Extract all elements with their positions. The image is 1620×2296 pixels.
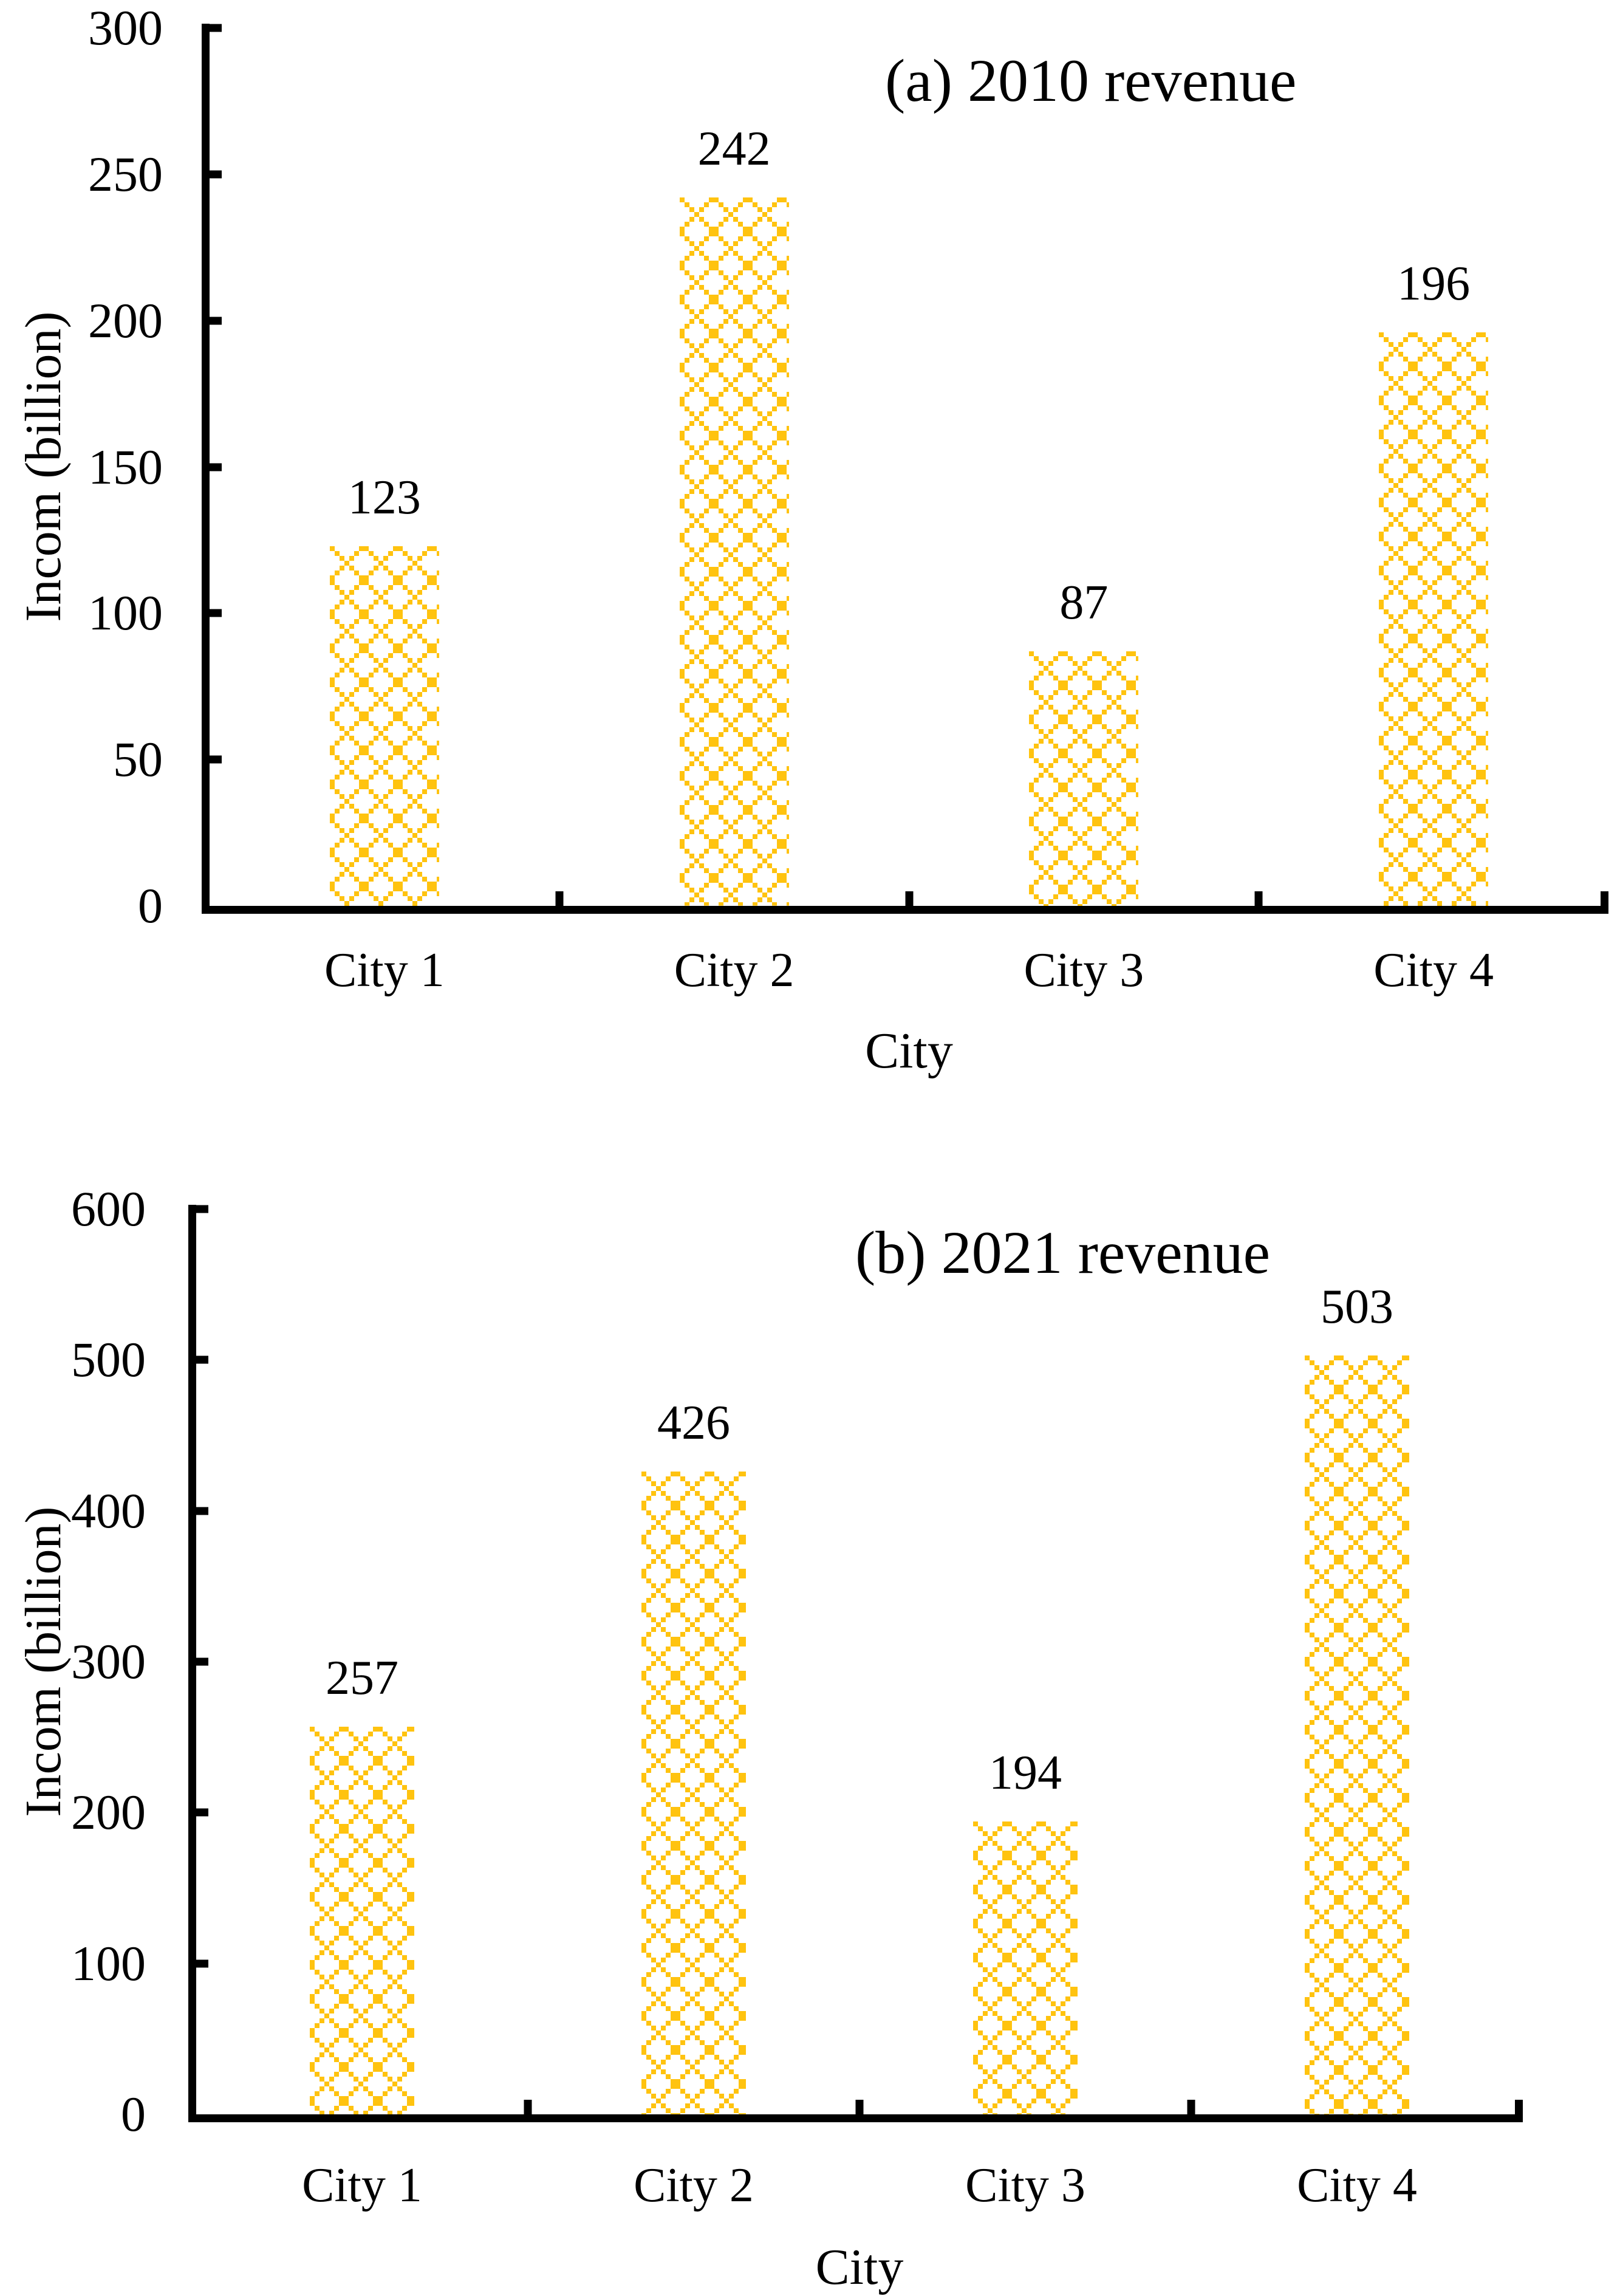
x-axis-tick xyxy=(1187,2100,1195,2114)
y-tick-label: 300 xyxy=(88,0,163,55)
y-tick-label: 600 xyxy=(71,1181,146,1236)
y-tick-labels: 300 250 200 150 100 50 0 xyxy=(0,3,163,931)
bar-value-label: 242 xyxy=(697,122,771,176)
x-axis-tick xyxy=(555,891,564,906)
x-category-label: City 4 xyxy=(1297,2159,1417,2212)
x-axis-line xyxy=(202,891,1608,914)
bar-value-label: 123 xyxy=(347,470,421,524)
y-axis-tick xyxy=(210,755,222,764)
x-axis-tick xyxy=(855,2100,864,2114)
y-axis-tick xyxy=(196,1507,208,1515)
x-category-label: City 2 xyxy=(674,944,795,997)
bar-column-city-2: 242 xyxy=(559,28,909,906)
y-tick-label: 500 xyxy=(71,1332,146,1388)
chart-title: (a) 2010 revenue xyxy=(885,47,1297,114)
y-tick-label: 0 xyxy=(138,878,163,933)
bar-city-4 xyxy=(1379,332,1489,906)
y-tick-label: 250 xyxy=(88,146,163,202)
bar-value-label: 503 xyxy=(1321,1280,1393,1334)
bar-columns: 257 426 194 503 xyxy=(196,1209,1523,2114)
bar-value-label: 196 xyxy=(1397,256,1471,310)
y-axis-line xyxy=(202,24,210,914)
plot-area: 257 426 194 503 xyxy=(196,1205,1523,2114)
y-tick-label: 50 xyxy=(113,732,163,787)
y-tick-label: 400 xyxy=(71,1482,146,1538)
y-tick-label: 100 xyxy=(88,585,163,641)
x-category-label: City 2 xyxy=(634,2159,754,2212)
x-axis-end-tick xyxy=(1601,891,1608,906)
y-axis-tick xyxy=(196,1205,208,1213)
y-tick-label: 300 xyxy=(71,1634,146,1689)
x-category-labels: City 1 City 2 City 3 City 4 xyxy=(210,941,1608,999)
bar-city-4 xyxy=(1305,1355,1409,2114)
bar-column-city-1: 257 xyxy=(196,1209,528,2114)
x-axis-title: City xyxy=(865,1023,953,1079)
x-category-labels: City 1 City 2 City 3 City 4 xyxy=(196,2156,1523,2215)
x-category-label: City 1 xyxy=(324,944,445,997)
y-tick-label: 100 xyxy=(71,1935,146,1991)
y-axis-tick xyxy=(210,170,222,179)
bar-columns: 123 242 87 196 xyxy=(210,28,1608,906)
x-category-label: City 1 xyxy=(302,2159,422,2212)
y-tick-label: 200 xyxy=(88,292,163,348)
bar-value-label: 257 xyxy=(326,1651,398,1705)
x-axis-tick xyxy=(524,2100,532,2114)
bar-column-city-4: 196 xyxy=(1259,28,1608,906)
y-axis-tick xyxy=(210,463,222,471)
x-category-label: City 4 xyxy=(1373,944,1494,997)
bar-city-3 xyxy=(973,1821,1078,2114)
x-axis-line xyxy=(188,2100,1523,2122)
bar-value-label: 194 xyxy=(989,1746,1062,1800)
x-axis-tick xyxy=(905,891,913,906)
bar-city-1 xyxy=(329,546,439,906)
y-tick-label: 150 xyxy=(88,439,163,495)
bar-city-2 xyxy=(679,197,789,906)
x-axis-end-tick xyxy=(1515,2100,1523,2114)
x-axis-title: City xyxy=(815,2239,904,2295)
y-axis-tick xyxy=(196,1355,208,1364)
bar-column-city-3: 87 xyxy=(909,28,1259,906)
x-category-label: City 3 xyxy=(965,2159,1085,2212)
bar-column-city-3: 194 xyxy=(860,1209,1191,2114)
y-axis-tick xyxy=(196,1657,208,1666)
y-tick-labels: 600 500 400 300 200 100 0 xyxy=(0,1184,146,2139)
chart-title: (b) 2021 revenue xyxy=(855,1219,1271,1286)
y-axis-line xyxy=(188,1205,196,2122)
bar-city-3 xyxy=(1029,651,1139,906)
y-axis-tick xyxy=(196,1808,208,1817)
y-axis-tick xyxy=(210,317,222,325)
bar-column-city-4: 503 xyxy=(1191,1209,1523,2114)
bar-city-2 xyxy=(641,1472,746,2114)
x-axis-tick xyxy=(1254,891,1263,906)
bar-value-label: 426 xyxy=(657,1396,730,1450)
y-axis-tick xyxy=(196,1959,208,1968)
y-axis-tick xyxy=(210,609,222,617)
bar-column-city-1: 123 xyxy=(210,28,559,906)
bar-city-1 xyxy=(310,1726,414,2114)
y-tick-label: 0 xyxy=(121,2086,146,2142)
y-axis-tick xyxy=(210,24,222,32)
bar-column-city-2: 426 xyxy=(528,1209,860,2114)
y-tick-label: 200 xyxy=(71,1784,146,1840)
x-category-label: City 3 xyxy=(1024,944,1144,997)
bar-value-label: 87 xyxy=(1059,575,1109,629)
plot-area: 123 242 87 196 xyxy=(210,24,1608,906)
